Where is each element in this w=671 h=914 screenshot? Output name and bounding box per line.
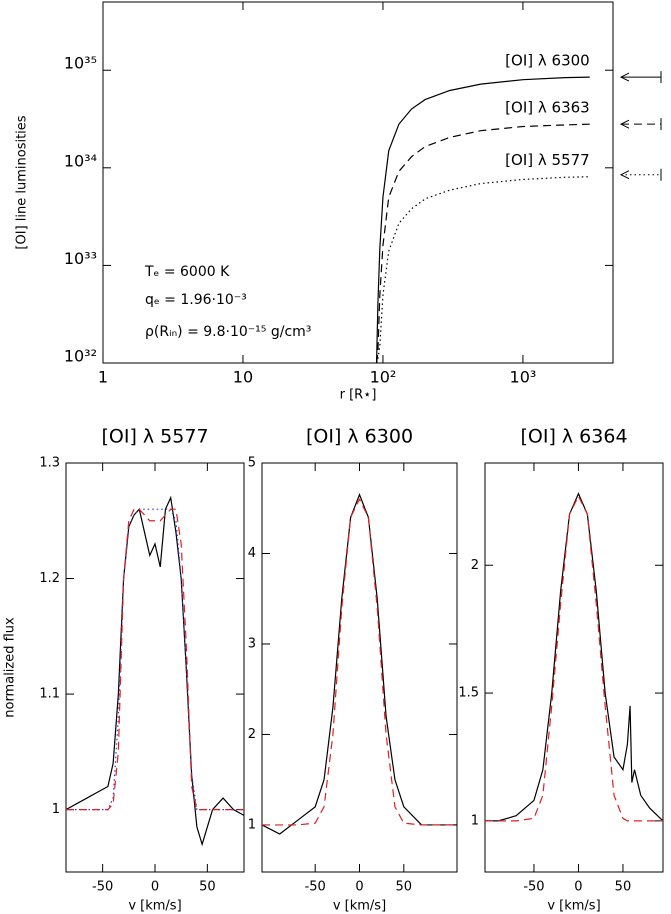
y-axis-label: normalized flux — [3, 617, 18, 718]
y-axis-label: [OI] line luminosities — [15, 115, 30, 249]
y-tick-label: 2 — [248, 727, 256, 742]
annotation: ρ(Rᵢₙ) = 9.8·10⁻¹⁵ g/cm³ — [145, 324, 311, 340]
y-tick-label: 1 — [471, 813, 479, 828]
x-tick-label: -50 — [305, 880, 326, 895]
series-line — [65, 495, 245, 847]
chart-title: [OI] λ 5577 — [101, 426, 208, 448]
x-tick-label: 50 — [396, 880, 413, 895]
plot-frame — [65, 462, 245, 873]
plot-frame — [102, 1, 614, 364]
x-tick-label: 0 — [574, 880, 582, 895]
y-tick-label: 1 — [52, 802, 60, 817]
series-line — [485, 492, 664, 822]
y-tick-label: 1.5 — [458, 686, 479, 701]
series-line — [375, 176, 590, 364]
y-tick-label: 4 — [248, 546, 256, 561]
x-tick-label: 0 — [151, 880, 159, 895]
x-tick-label: -50 — [92, 880, 113, 895]
y-tick-label: 10³³ — [64, 249, 97, 268]
chart-title: [OI] λ 6300 — [306, 426, 413, 448]
annotation: Tₑ = 6000 K — [144, 264, 230, 280]
x-axis-label: r [R⋆] — [340, 388, 377, 403]
series-label: [OI] λ 6363 — [505, 99, 590, 117]
chart-title: [OI] λ 6364 — [520, 426, 627, 448]
x-tick-label: 50 — [199, 880, 216, 895]
plot-frame — [261, 462, 458, 873]
y-tick-label: 3 — [248, 636, 256, 651]
y-tick-label: 10³² — [64, 347, 97, 366]
series-line — [66, 508, 244, 811]
series-line — [485, 494, 663, 822]
y-tick-label: 2 — [471, 558, 479, 573]
series-line — [66, 508, 244, 811]
series-label: [OI] λ 5577 — [505, 151, 590, 169]
x-axis-label: v [km/s] — [547, 899, 600, 914]
x-tick-label: 10² — [370, 368, 397, 387]
y-tick-label: 10³⁴ — [64, 151, 97, 170]
plot-frame — [484, 462, 664, 873]
series-line — [375, 76, 590, 364]
annotation: qₑ = 1.96·10⁻³ — [145, 292, 247, 308]
arrow-head — [619, 72, 630, 82]
y-tick-label: 10³⁵ — [64, 54, 97, 73]
x-tick-label: 10³ — [510, 368, 537, 387]
series-line — [375, 123, 590, 364]
series-line — [261, 493, 457, 835]
series-label: [OI] λ 6300 — [505, 52, 590, 70]
arrow-head — [619, 119, 630, 129]
x-tick-label: 1 — [98, 368, 108, 387]
y-tick-label: 1.1 — [39, 687, 60, 702]
series-line — [262, 497, 457, 826]
x-tick-label: 0 — [355, 880, 363, 895]
x-tick-label: 10 — [233, 368, 253, 387]
x-tick-label: 50 — [615, 880, 632, 895]
x-axis-label: v [km/s] — [128, 899, 181, 914]
y-tick-label: 1.3 — [39, 456, 60, 471]
x-tick-label: -50 — [523, 880, 544, 895]
y-tick-label: 5 — [248, 456, 256, 471]
y-tick-label: 1 — [248, 817, 256, 832]
arrow-head — [619, 170, 630, 180]
y-tick-label: 1.2 — [39, 571, 60, 586]
x-axis-label: v [km/s] — [333, 899, 386, 914]
